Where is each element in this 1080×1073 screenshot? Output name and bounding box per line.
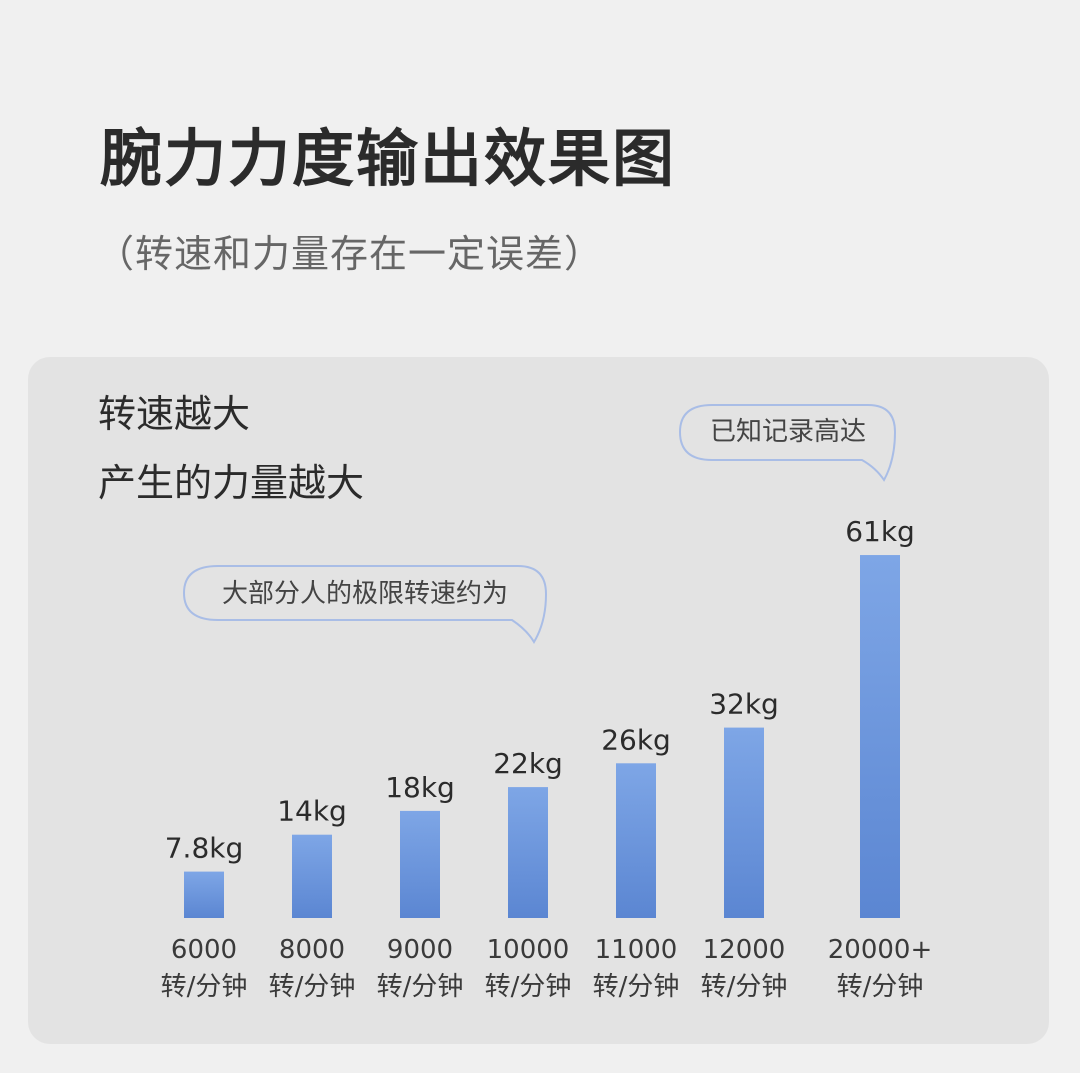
page-title: 腕力力度输出效果图 — [100, 122, 677, 195]
bar-value-label: 32kg — [709, 688, 779, 721]
bar-12000 — [724, 727, 764, 918]
x-tick-label: 9000 — [387, 935, 453, 965]
bar-value-label: 18kg — [385, 771, 455, 804]
x-tick-unit-label: 转/分钟 — [837, 972, 924, 1002]
x-tick-label: 8000 — [279, 935, 345, 965]
bar-value-label: 61kg — [845, 515, 915, 548]
x-tick-unit-label: 转/分钟 — [485, 972, 572, 1002]
panel-headline-line2: 产生的力量越大 — [98, 461, 365, 505]
callout-typical-limit-text: 大部分人的极限转速约为 — [222, 579, 508, 609]
bar-value-label: 22kg — [493, 747, 563, 780]
bar-8000 — [292, 834, 332, 918]
x-tick-label: 10000 — [487, 935, 570, 965]
bar-6000 — [184, 871, 224, 918]
x-tick-label: 6000 — [171, 935, 237, 965]
bar-value-label: 14kg — [277, 795, 347, 828]
callout-record: 已知记录高达 — [678, 404, 897, 482]
x-tick-unit-label: 转/分钟 — [593, 972, 680, 1002]
bar-value-label: 7.8kg — [165, 832, 244, 865]
callout-record-text: 已知记录高达 — [710, 417, 866, 447]
x-tick-unit-label: 转/分钟 — [701, 972, 788, 1002]
x-tick-label: 20000+ — [828, 935, 933, 965]
callout-typical-limit: 大部分人的极限转速约为 — [182, 565, 548, 644]
panel-headline-line1: 转速越大 — [98, 392, 251, 436]
x-tick-label: 12000 — [703, 935, 786, 965]
page-subtitle: （转速和力量存在一定误差） — [96, 232, 604, 276]
x-tick-label: 11000 — [595, 935, 678, 965]
x-tick-unit-label: 转/分钟 — [161, 972, 248, 1002]
bar-value-label: 26kg — [601, 723, 671, 756]
bar-20000+ — [860, 555, 900, 918]
x-tick-unit-label: 转/分钟 — [269, 972, 356, 1002]
bar-10000 — [508, 787, 548, 918]
bar-9000 — [400, 810, 440, 918]
bar-11000 — [616, 763, 656, 918]
x-tick-unit-label: 转/分钟 — [377, 972, 464, 1002]
